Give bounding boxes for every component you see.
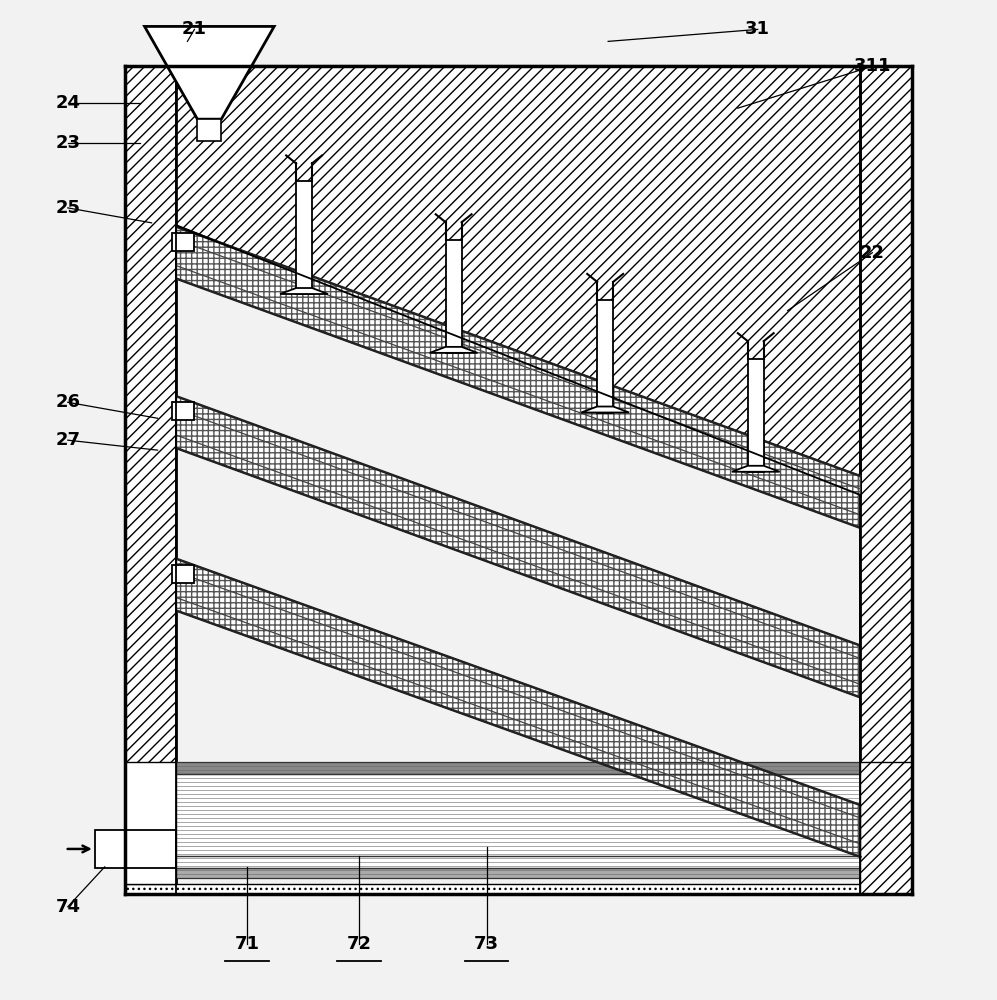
Text: 73: 73 xyxy=(474,935,499,953)
Text: 71: 71 xyxy=(234,935,260,953)
Polygon shape xyxy=(172,402,194,420)
Polygon shape xyxy=(748,359,764,472)
Text: 24: 24 xyxy=(55,94,81,112)
Polygon shape xyxy=(176,396,860,697)
Polygon shape xyxy=(95,830,176,868)
Polygon shape xyxy=(176,762,860,774)
Polygon shape xyxy=(125,762,176,884)
Polygon shape xyxy=(860,762,912,894)
Text: 27: 27 xyxy=(55,431,81,449)
Polygon shape xyxy=(280,288,328,294)
Text: 22: 22 xyxy=(859,244,885,262)
Polygon shape xyxy=(172,565,194,583)
Polygon shape xyxy=(176,868,860,878)
Polygon shape xyxy=(581,407,629,413)
Polygon shape xyxy=(176,66,860,495)
Polygon shape xyxy=(176,856,860,868)
Text: 72: 72 xyxy=(346,935,372,953)
Polygon shape xyxy=(860,66,912,894)
Polygon shape xyxy=(597,300,613,413)
Polygon shape xyxy=(176,227,860,528)
Polygon shape xyxy=(732,466,780,472)
Text: 311: 311 xyxy=(853,57,891,75)
Polygon shape xyxy=(296,181,312,294)
Text: 25: 25 xyxy=(55,199,81,217)
Polygon shape xyxy=(446,240,462,353)
Polygon shape xyxy=(125,66,176,894)
Polygon shape xyxy=(172,233,194,251)
Polygon shape xyxy=(145,26,274,119)
Text: 21: 21 xyxy=(181,20,207,38)
Text: 31: 31 xyxy=(745,20,771,38)
Polygon shape xyxy=(176,559,860,857)
Polygon shape xyxy=(430,347,478,353)
Text: 26: 26 xyxy=(55,393,81,411)
Text: 74: 74 xyxy=(55,898,81,916)
Polygon shape xyxy=(125,884,912,894)
Text: 23: 23 xyxy=(55,134,81,152)
Polygon shape xyxy=(197,119,221,141)
Polygon shape xyxy=(176,774,860,856)
